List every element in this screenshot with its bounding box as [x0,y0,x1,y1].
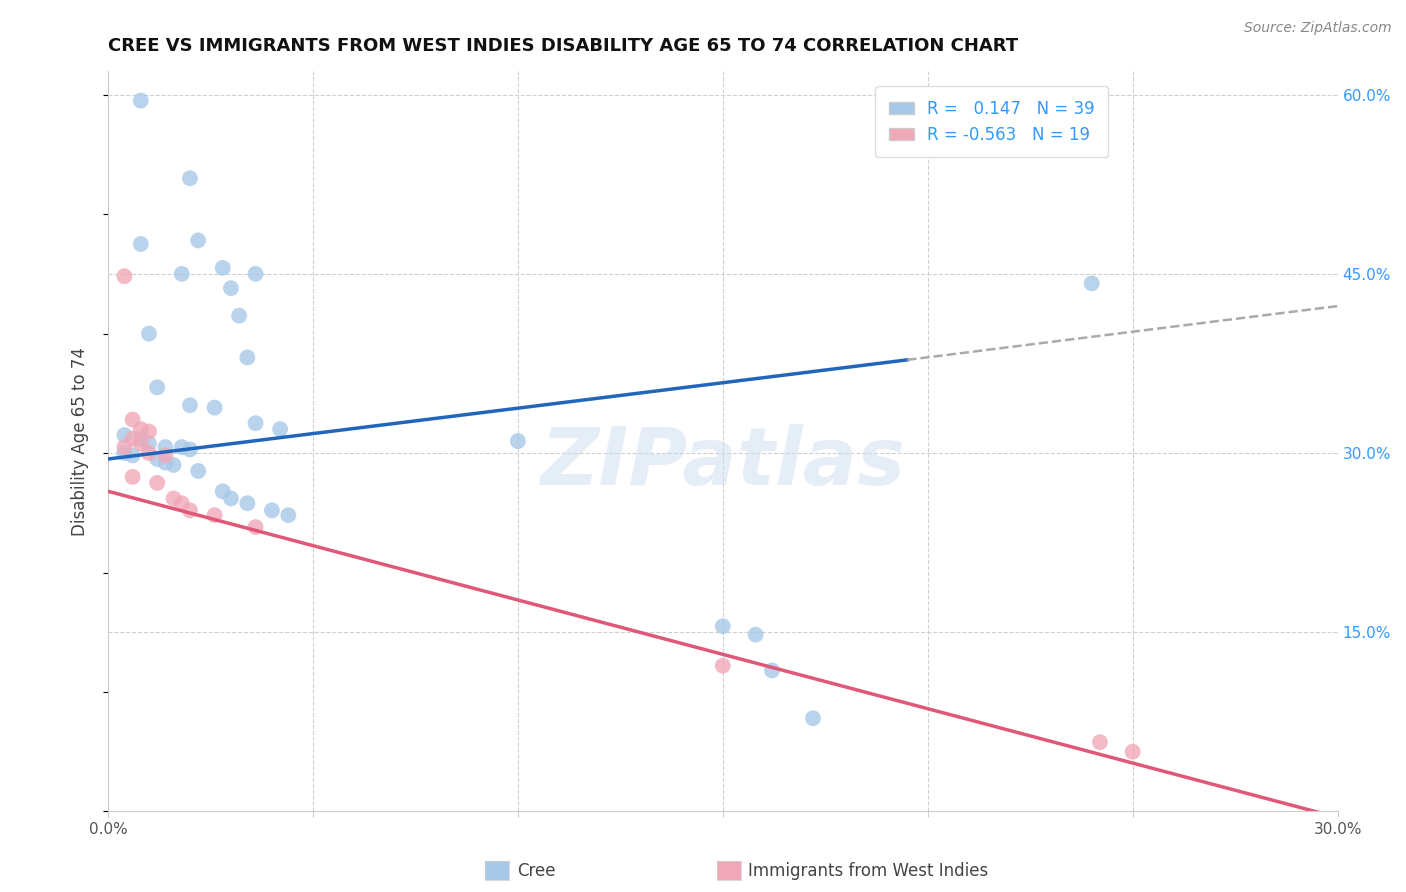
Y-axis label: Disability Age 65 to 74: Disability Age 65 to 74 [72,347,89,535]
Point [146,380,169,394]
Point [1080,277,1102,291]
Point [228,309,250,323]
Point [129,94,152,108]
Point [277,508,299,523]
Point [744,627,766,641]
Point [146,475,169,490]
Point [179,171,201,186]
Point [204,508,226,523]
Text: Immigrants from West Indies: Immigrants from West Indies [748,862,988,880]
Point [761,664,783,678]
Point [506,434,529,448]
Point [155,449,177,463]
Point [112,446,135,460]
Point [138,326,160,341]
Point [129,422,152,436]
Point [801,711,824,725]
Text: Cree: Cree [517,862,555,880]
Text: Source: ZipAtlas.com: Source: ZipAtlas.com [1244,21,1392,35]
Legend: R =   0.147   N = 39, R = -0.563   N = 19: R = 0.147 N = 39, R = -0.563 N = 19 [876,87,1108,158]
Point [129,436,152,450]
Point [121,449,143,463]
Point [179,503,201,517]
Point [121,432,143,446]
Point [155,440,177,454]
Point [170,267,193,281]
Point [112,440,135,454]
Point [1122,745,1144,759]
Point [129,432,152,446]
Point [129,237,152,252]
Point [112,269,135,284]
Point [219,491,242,506]
Point [245,267,267,281]
Point [112,428,135,442]
Point [187,233,209,247]
Point [219,281,242,295]
Point [121,470,143,484]
Point [179,398,201,412]
Point [121,412,143,426]
Point [211,484,233,499]
Point [260,503,283,517]
Point [162,458,184,472]
Point [170,496,193,510]
Point [187,464,209,478]
Text: CREE VS IMMIGRANTS FROM WEST INDIES DISABILITY AGE 65 TO 74 CORRELATION CHART: CREE VS IMMIGRANTS FROM WEST INDIES DISA… [108,37,1018,55]
Point [170,440,193,454]
Point [211,260,233,275]
Point [711,658,734,673]
Point [245,416,267,430]
Point [245,520,267,534]
Point [269,422,291,436]
Point [204,401,226,415]
Point [138,436,160,450]
Point [236,496,259,510]
Point [1088,735,1111,749]
Text: ZIPatlas: ZIPatlas [540,425,905,502]
Point [236,351,259,365]
Point [155,456,177,470]
Point [162,491,184,506]
Point [138,425,160,439]
Point [138,446,160,460]
Point [179,442,201,457]
Point [711,619,734,633]
Point [146,452,169,467]
